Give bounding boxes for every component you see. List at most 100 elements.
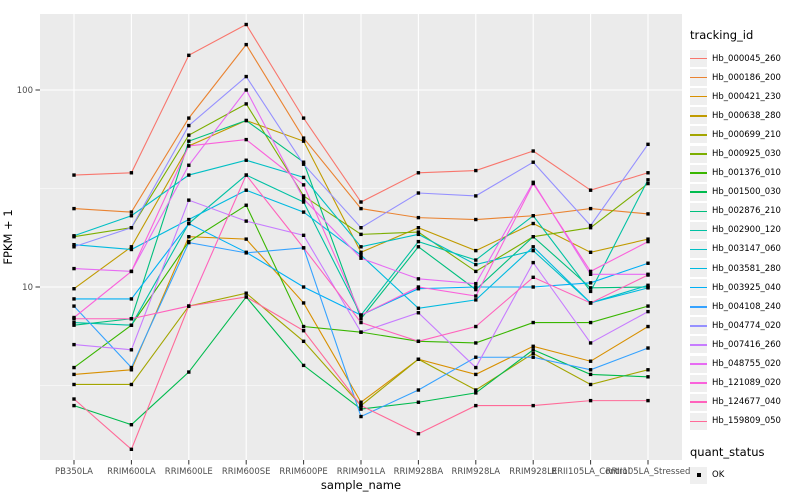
- legend-key-line-swatch: [690, 164, 707, 182]
- data-point-marker: [588, 372, 593, 377]
- data-point-marker: [244, 88, 248, 92]
- x-tick-label: RRIM600PE: [279, 467, 327, 477]
- legend-item-label: Hb_121089_020: [712, 378, 781, 389]
- data-point-marker: [646, 142, 650, 147]
- data-point-marker: [416, 232, 421, 237]
- legend-key-line-swatch: [690, 50, 707, 68]
- data-point-marker: [416, 245, 421, 249]
- data-point-marker: [301, 200, 306, 204]
- data-point-marker: [474, 194, 478, 198]
- data-point-marker: [301, 162, 306, 166]
- series-color-line-icon: [690, 344, 707, 346]
- data-point-marker: [129, 247, 134, 252]
- data-point-marker: [301, 160, 306, 164]
- data-point-marker: [129, 214, 134, 218]
- data-point-marker: [187, 139, 191, 143]
- legend-key-line-swatch: [690, 298, 707, 316]
- data-point-marker: [72, 297, 76, 301]
- legend-item-label: Hb_004774_020: [712, 320, 781, 331]
- black-square-marker-icon: [696, 473, 701, 478]
- data-point-marker: [588, 382, 593, 387]
- data-point-marker: [588, 281, 593, 285]
- data-point-marker: [301, 116, 306, 120]
- data-point-marker: [416, 287, 421, 291]
- data-point-marker: [129, 225, 134, 230]
- data-point-marker: [646, 286, 650, 290]
- data-point-marker: [244, 137, 248, 142]
- x-tick-label: RRIM928BA: [394, 467, 444, 477]
- legend-item-label: Hb_000186_200: [712, 72, 781, 83]
- data-point-marker: [474, 168, 478, 173]
- data-point-marker: [531, 235, 535, 239]
- data-point-marker: [301, 324, 306, 329]
- series-color-line-icon: [690, 115, 707, 117]
- data-point-marker: [359, 313, 363, 317]
- legend-key-line-swatch: [690, 412, 707, 430]
- legend-key-line-swatch: [690, 145, 707, 163]
- data-point-marker: [474, 217, 478, 222]
- legend-key-line-swatch: [690, 221, 707, 239]
- legend-item-label: Hb_000045_260: [712, 53, 781, 64]
- data-point-marker: [474, 262, 478, 267]
- data-point-marker: [187, 370, 191, 374]
- legend-key-line-swatch: [690, 260, 707, 278]
- data-point-marker: [301, 246, 306, 250]
- data-point-marker: [187, 235, 191, 239]
- y-axis-title: FPKM + 1: [1, 209, 15, 265]
- legend-title-tracking-id: tracking_id: [690, 28, 754, 42]
- data-point-marker: [416, 311, 421, 315]
- data-point-marker: [416, 339, 421, 344]
- data-point-marker: [301, 285, 306, 289]
- data-point-marker: [72, 242, 76, 247]
- data-point-marker: [129, 382, 134, 387]
- series-color-line-icon: [690, 210, 707, 213]
- data-point-marker: [531, 348, 535, 352]
- data-point-marker: [129, 365, 134, 370]
- data-point-marker: [72, 173, 76, 177]
- data-point-marker: [244, 118, 248, 123]
- data-point-marker: [72, 397, 76, 401]
- data-point-marker: [72, 382, 76, 387]
- x-tick-label: RRIM600SE: [222, 467, 271, 477]
- legend-item-label: Hb_002876_210: [712, 206, 781, 217]
- series-color-line-icon: [690, 229, 707, 232]
- x-axis-title: sample_name: [320, 478, 402, 492]
- series-color-line-icon: [690, 95, 707, 98]
- data-point-marker: [646, 239, 650, 244]
- data-point-marker: [588, 225, 593, 230]
- data-point-marker: [531, 160, 535, 164]
- data-point-marker: [646, 171, 650, 175]
- data-point-marker: [359, 200, 363, 204]
- data-point-marker: [646, 346, 650, 350]
- data-point-marker: [359, 250, 363, 255]
- data-point-marker: [531, 351, 535, 356]
- data-point-marker: [244, 173, 248, 177]
- data-point-marker: [129, 171, 134, 175]
- data-point-marker: [646, 212, 650, 216]
- data-point-marker: [588, 188, 593, 192]
- series-color-line-icon: [690, 172, 707, 174]
- data-point-marker: [588, 301, 593, 305]
- data-point-marker: [474, 388, 478, 392]
- data-point-marker: [244, 219, 248, 223]
- legend-item-label: Hb_003925_040: [712, 282, 781, 293]
- data-point-marker: [588, 223, 593, 228]
- data-point-marker: [72, 365, 76, 370]
- data-point-marker: [72, 403, 76, 408]
- legend-item-label: Hb_000925_030: [712, 149, 781, 160]
- data-point-marker: [646, 375, 650, 379]
- data-point-marker: [588, 398, 593, 403]
- data-point-marker: [646, 398, 650, 403]
- data-point-marker: [646, 283, 650, 288]
- data-point-marker: [531, 403, 535, 408]
- legend-key-line-swatch: [690, 336, 707, 354]
- data-point-marker: [531, 149, 535, 153]
- data-point-marker: [244, 251, 248, 255]
- data-point-marker: [588, 250, 593, 255]
- legend-key-line-swatch: [690, 107, 707, 125]
- data-point-marker: [588, 272, 593, 277]
- data-point-marker: [301, 136, 306, 140]
- data-point-marker: [531, 285, 535, 289]
- data-point-marker: [588, 368, 593, 372]
